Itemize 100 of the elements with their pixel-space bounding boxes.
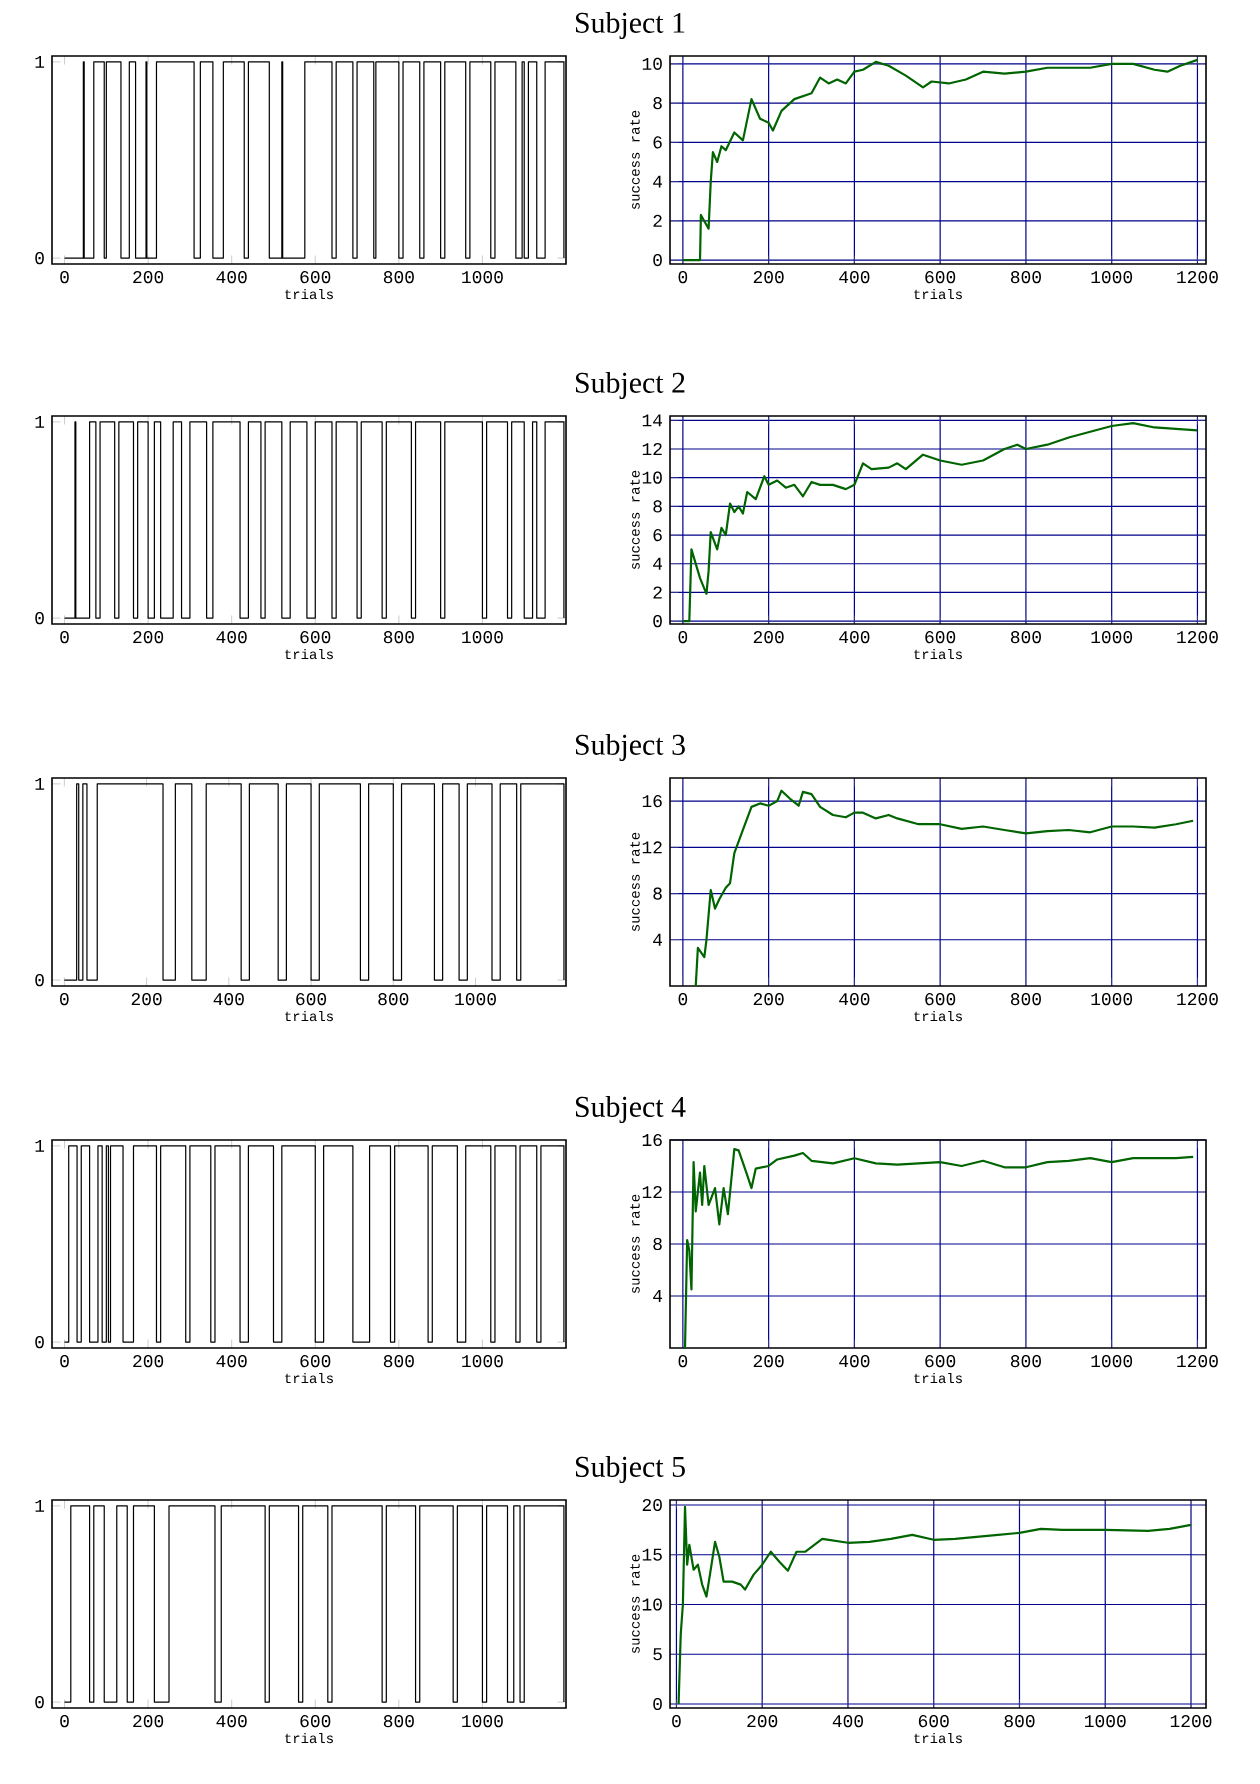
x-tick-label: 1000 (462, 271, 503, 284)
x-tick-label: 200 (133, 271, 164, 284)
y-tick-label: 10 (642, 57, 662, 70)
x-tick-label: 0 (60, 993, 69, 1006)
y-tick-label: 0 (35, 1336, 44, 1349)
y-tick-label: 16 (642, 795, 662, 808)
line-series (681, 422, 1199, 623)
x-tick-label: 600 (918, 1715, 949, 1728)
x-tick-label: 400 (839, 993, 870, 1006)
text: Subject 4 (575, 1095, 686, 1123)
x-tick-label: 0 (678, 631, 688, 644)
line-series (692, 789, 1195, 986)
x-tick-label: 800 (383, 271, 414, 284)
y-tick-label: 0 (35, 612, 44, 625)
y-tick-label: 14 (642, 414, 663, 427)
x-tick-label: 200 (753, 631, 784, 644)
x-tick-label: 400 (216, 631, 247, 644)
y-tick-label: 6 (653, 528, 662, 542)
x-tick-label: 600 (925, 631, 956, 644)
x-tick-label: 600 (925, 271, 956, 284)
y-tick-label: 20 (642, 1498, 662, 1512)
y-tick-label: 1 (35, 55, 45, 68)
x-tick-label: 400 (839, 271, 870, 284)
x-tick-label: 600 (296, 993, 327, 1006)
x-tick-label: 1200 (1177, 271, 1218, 284)
x-tick-label: 600 (300, 271, 331, 284)
x-tick-label: 200 (133, 1715, 164, 1728)
text: Subject 2 (575, 371, 685, 399)
x-tick-label: 800 (383, 1715, 414, 1728)
y-tick-label: 0 (35, 974, 44, 987)
x-tick-label: 200 (747, 1715, 778, 1728)
x-tick-label: 1000 (1091, 271, 1133, 284)
y-tick-label: 10 (642, 1598, 662, 1611)
y-tick-label: 4 (653, 175, 663, 188)
text: Subject 5 (575, 1455, 685, 1484)
x-tick-label: 0 (678, 1355, 688, 1368)
x-tick-label: 1000 (462, 631, 503, 644)
text: Subject 1 (575, 11, 685, 39)
x-tick-label: 600 (300, 1715, 331, 1728)
x-tick-label: 1000 (1091, 993, 1133, 1006)
y-tick-label: 2 (653, 214, 662, 227)
text: Subject 3 (575, 733, 685, 761)
x-tick-label: 400 (213, 993, 244, 1006)
y-tick-label: 0 (653, 253, 662, 267)
x-tick-label: 800 (383, 631, 414, 644)
x-tick-label: 0 (60, 1715, 69, 1728)
x-tick-label: 1000 (462, 1715, 503, 1728)
x-tick-label: 600 (300, 1355, 331, 1368)
x-tick-label: 400 (216, 271, 247, 284)
y-tick-label: 8 (653, 500, 662, 513)
y-tick-label: 16 (642, 1133, 662, 1147)
y-tick-label: 12 (642, 1185, 662, 1198)
y-tick-label: 8 (653, 887, 662, 900)
x-tick-label: 400 (832, 1715, 863, 1728)
y-tick-label: 4 (653, 557, 663, 570)
x-tick-label: 200 (753, 993, 784, 1006)
y-tick-label: 0 (653, 1697, 662, 1711)
x-tick-label: 0 (678, 993, 688, 1006)
x-tick-label: 800 (383, 1355, 414, 1368)
y-tick-label: 4 (653, 933, 663, 946)
y-tick-label: 5 (653, 1648, 662, 1661)
y-tick-label: 0 (653, 615, 662, 628)
x-tick-label: 200 (133, 631, 164, 644)
y-tick-label: 15 (642, 1548, 662, 1561)
x-tick-label: 800 (378, 993, 409, 1006)
line-series (677, 1505, 1193, 1706)
x-tick-label: 1000 (1091, 1355, 1133, 1368)
y-tick-label: 1 (35, 415, 45, 428)
x-tick-label: 400 (216, 1355, 247, 1368)
y-tick-label: 8 (653, 1237, 662, 1251)
x-tick-label: 400 (839, 631, 870, 644)
x-tick-label: 1200 (1170, 1715, 1212, 1728)
y-tick-label: 2 (653, 586, 662, 599)
x-tick-label: 1200 (1177, 993, 1218, 1006)
x-tick-label: 0 (60, 271, 69, 284)
x-tick-label: 400 (216, 1715, 247, 1728)
x-tick-label: 800 (1010, 271, 1041, 284)
x-tick-label: 0 (672, 1715, 681, 1728)
y-tick-label: 4 (653, 1290, 663, 1302)
x-tick-label: 0 (60, 631, 69, 644)
x-tick-label: 200 (753, 1355, 784, 1368)
y-tick-label: 1 (35, 1499, 45, 1512)
x-tick-label: 1200 (1177, 631, 1218, 644)
y-tick-label: 1 (35, 1139, 45, 1152)
x-tick-label: 200 (753, 271, 784, 284)
x-tick-label: 1000 (1085, 1715, 1126, 1728)
y-tick-label: 6 (653, 136, 662, 149)
y-tick-label: 8 (653, 96, 662, 110)
y-tick-label: 0 (35, 1696, 44, 1709)
x-tick-label: 800 (1010, 1355, 1041, 1368)
x-tick-label: 1000 (1091, 631, 1133, 644)
y-tick-label: 10 (642, 471, 662, 484)
x-tick-label: 800 (1010, 631, 1041, 644)
x-tick-label: 0 (60, 1355, 69, 1368)
x-tick-label: 200 (133, 1355, 164, 1368)
x-tick-label: 1200 (1177, 1355, 1218, 1368)
y-tick-label: 1 (35, 777, 45, 790)
x-tick-label: 800 (1004, 1715, 1035, 1728)
x-tick-label: 1000 (455, 993, 496, 1006)
x-tick-label: 600 (925, 993, 956, 1006)
